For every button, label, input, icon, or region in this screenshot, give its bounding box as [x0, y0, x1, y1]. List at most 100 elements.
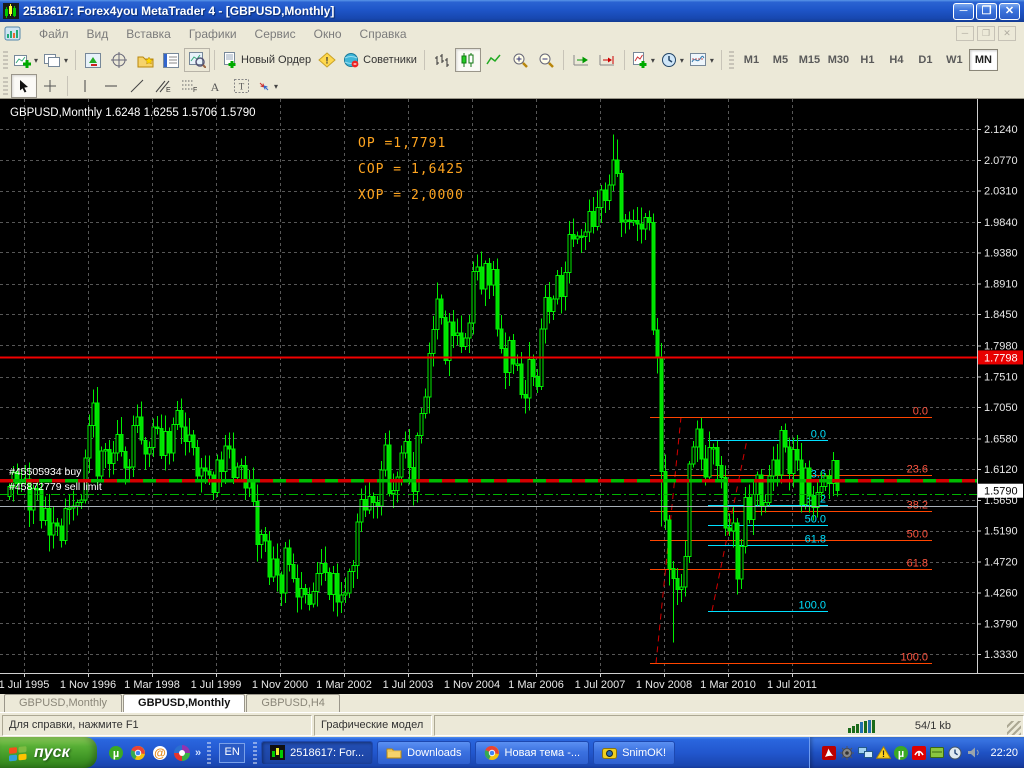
chart-tab-2[interactable]: GBPUSD,H4 [246, 694, 340, 712]
svg-text:1.6120: 1.6120 [984, 464, 1018, 476]
avira-icon[interactable] [911, 745, 927, 761]
menu-item-3[interactable]: Графики [188, 27, 237, 41]
resize-grip[interactable] [1007, 720, 1021, 735]
crosshair-tool-button[interactable] [37, 74, 63, 98]
timeframe-m15-button[interactable]: M15 [795, 49, 824, 71]
menu-item-6[interactable]: Справка [359, 27, 407, 41]
line-chart-type-button[interactable] [481, 48, 507, 72]
timeframe-mn-button[interactable]: MN [968, 49, 998, 71]
chart-annotation-0[interactable]: OP =1,7791 [358, 136, 446, 151]
vertical-line-tool-button[interactable] [72, 74, 98, 98]
chrome-icon[interactable] [129, 744, 147, 762]
utorrent-icon[interactable]: µ [107, 744, 125, 762]
chart-annotation-2[interactable]: XOP = 2,0000 [358, 188, 464, 203]
terminal-button[interactable] [158, 48, 184, 72]
language-indicator[interactable]: EN [219, 742, 246, 763]
axes [0, 99, 1024, 674]
child-restore-button[interactable]: ❐ [977, 26, 995, 41]
profiles-button[interactable]: ▾ [41, 48, 71, 72]
task-button-2[interactable]: Новая тема -... [474, 740, 590, 765]
minimize-button[interactable]: ─ [953, 3, 974, 20]
chart-tab-1[interactable]: GBPUSD,Monthly [123, 694, 246, 712]
timeframe-m1-button[interactable]: M1 [737, 49, 766, 71]
fibonacci-tool-button[interactable]: F [176, 74, 202, 98]
svg-text:100.0: 100.0 [798, 600, 826, 612]
speaker-icon[interactable] [965, 745, 981, 761]
chart-tab-0[interactable]: GBPUSD,Monthly [4, 694, 123, 712]
card-icon[interactable] [929, 745, 945, 761]
indicators-button[interactable]: ▾ [629, 48, 658, 72]
metaeditor-button[interactable]: ! [314, 48, 340, 72]
task-button-0[interactable]: 2518617: For... [261, 740, 374, 765]
warning-icon[interactable]: ! [875, 745, 891, 761]
zoom-out-button[interactable] [533, 48, 559, 72]
strategy-tester-button[interactable] [184, 48, 211, 72]
order-lines[interactable] [0, 356, 977, 507]
gear-icon[interactable] [839, 745, 855, 761]
zoom-in-button[interactable] [507, 48, 533, 72]
mailru-icon[interactable]: @ [151, 744, 169, 762]
market-watch-button[interactable] [80, 48, 106, 72]
svg-text:1.4720: 1.4720 [984, 557, 1018, 569]
new-chart-button[interactable]: ▾ [11, 48, 41, 72]
timeframe-m30-button[interactable]: M30 [824, 49, 853, 71]
templates-button[interactable]: ▾ [687, 48, 717, 72]
candlestick-chart[interactable]: 0.0 23.6 38.2 50.0 61.8 100.00.0 23.6 38.2 50.0 6… [0, 99, 1024, 694]
text-label-tool-button[interactable]: T [228, 74, 254, 98]
new-order-button[interactable]: Новый Ордер [219, 48, 314, 72]
child-close-button[interactable]: ✕ [998, 26, 1016, 41]
timeframe-w1-button[interactable]: W1 [940, 49, 969, 71]
svg-text:1.7510: 1.7510 [984, 372, 1018, 384]
scheduler-icon[interactable] [947, 745, 963, 761]
chart-area[interactable]: 0.0 23.6 38.2 50.0 61.8 100.00.0 23.6 38.2 50.0 6… [0, 98, 1024, 694]
timeframe-d1-button[interactable]: D1 [911, 49, 940, 71]
child-minimize-button[interactable]: ─ [956, 26, 974, 41]
timeframe-h1-button[interactable]: H1 [853, 49, 882, 71]
fibo-red[interactable]: 0.0 23.6 38.2 50.0 61.8 100.0 [650, 406, 932, 664]
toolbar-grip[interactable] [3, 51, 8, 69]
arrows-tool-button[interactable]: ▾ [254, 74, 281, 98]
toolbar-grip[interactable] [728, 51, 734, 69]
channel-tool-button[interactable]: E [150, 74, 176, 98]
close-button[interactable]: ✕ [999, 3, 1020, 20]
quick-launch-bar: µ @ [105, 744, 193, 762]
toolbar-grip[interactable] [3, 77, 8, 95]
chart-shift-button[interactable] [594, 48, 620, 72]
trendline-tool-button[interactable] [124, 74, 150, 98]
menu-item-5[interactable]: Окно [313, 27, 342, 41]
time-axis[interactable]: 1 Jul 1995 1 Nov 1996 1 Mar 1998 1 Jul 1999… [0, 673, 817, 691]
price-axis[interactable]: 2.1240 2.0770 2.0310 1.9840 1.9380 1.8910 1.84… [977, 124, 1023, 661]
windows-logo-icon [9, 745, 27, 761]
adobe-reader-icon[interactable] [821, 745, 837, 761]
menu-item-2[interactable]: Вставка [126, 27, 171, 41]
horizontal-line-tool-button[interactable] [98, 74, 124, 98]
restore-button[interactable]: ❐ [976, 3, 997, 20]
periods-button[interactable]: ▾ [658, 48, 687, 72]
auto-scroll-button[interactable] [568, 48, 594, 72]
utorrent-icon[interactable]: µ [893, 745, 909, 761]
toolbar-overflow-chevron[interactable]: » [195, 746, 202, 759]
picasa-icon[interactable] [173, 744, 191, 762]
menu-bar: Файл Вид Вставка Графики Сервис Окно Справка ─… [0, 22, 1024, 47]
candlestick-type-button[interactable] [454, 48, 481, 72]
svg-text:1.7050: 1.7050 [984, 402, 1018, 414]
chart-annotation-1[interactable]: COP = 1,6425 [358, 162, 464, 177]
menu-item-4[interactable]: Сервис [254, 27, 296, 41]
expert-advisors-button[interactable]: Советники [340, 48, 420, 72]
menu-item-0[interactable]: Файл [39, 27, 69, 41]
timeframe-h4-button[interactable]: H4 [882, 49, 911, 71]
network-icon[interactable] [857, 745, 873, 761]
status-bar: Для справки, нажмите F1 Графические моде… [0, 712, 1024, 738]
svg-text:1.7798: 1.7798 [984, 352, 1018, 364]
bar-chart-type-button[interactable] [429, 48, 455, 72]
menu-item-1[interactable]: Вид [86, 27, 109, 41]
data-window-button[interactable] [106, 48, 132, 72]
task-button-3[interactable]: SnimOK! [593, 740, 676, 765]
navigator-button[interactable] [132, 48, 158, 72]
task-button-1[interactable]: Downloads [377, 740, 471, 765]
start-button[interactable]: пуск [0, 737, 97, 768]
text-tool-button[interactable]: A [202, 74, 228, 98]
cursor-tool-button[interactable] [11, 74, 37, 98]
timeframe-m5-button[interactable]: M5 [766, 49, 795, 71]
